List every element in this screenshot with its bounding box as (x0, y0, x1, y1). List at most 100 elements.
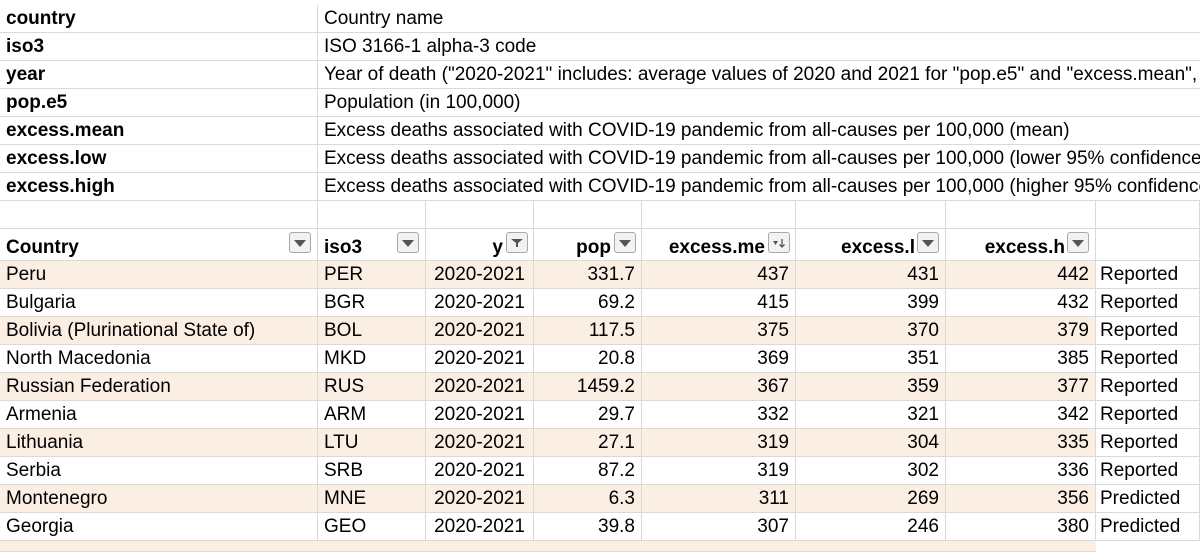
country-cell[interactable]: Montenegro (0, 485, 318, 513)
country-cell[interactable]: Peru (0, 261, 318, 289)
iso3-cell[interactable]: GEO (318, 513, 426, 541)
country-cell[interactable]: Russian Federation (0, 373, 318, 401)
empty-cell[interactable] (318, 201, 426, 229)
excess-high-filter-button[interactable] (1067, 232, 1089, 253)
legend-key-cell[interactable]: excess.mean (0, 117, 318, 145)
status-cell[interactable]: Reported (1096, 289, 1200, 317)
excess-high-cell[interactable]: 385 (946, 345, 1096, 373)
excess-high-cell[interactable]: 342 (946, 401, 1096, 429)
iso3-filter-button[interactable] (397, 232, 419, 253)
excess-low-cell[interactable]: 370 (796, 317, 946, 345)
pop-filter-button[interactable] (614, 232, 636, 253)
country-cell[interactable]: Serbia (0, 457, 318, 485)
excess-mean-cell[interactable]: 319 (642, 429, 796, 457)
header-excess-high[interactable]: excess.h (946, 229, 1096, 261)
pop-cell[interactable]: 27.1 (534, 429, 642, 457)
iso3-cell[interactable]: ARM (318, 401, 426, 429)
iso3-cell[interactable]: BGR (318, 289, 426, 317)
country-cell[interactable]: Bolivia (Plurinational State of) (0, 317, 318, 345)
legend-key-cell[interactable]: excess.low (0, 145, 318, 173)
pop-cell[interactable]: 69.2 (534, 289, 642, 317)
year-cell[interactable]: 2020-2021 (426, 429, 534, 457)
year-cell[interactable]: 2020-2021 (426, 485, 534, 513)
pop-cell[interactable]: 87.2 (534, 457, 642, 485)
country-cell[interactable]: Georgia (0, 513, 318, 541)
excess-low-cell[interactable]: 321 (796, 401, 946, 429)
iso3-cell[interactable]: MNE (318, 485, 426, 513)
country-cell[interactable]: Bulgaria (0, 289, 318, 317)
pop-cell[interactable]: 20.8 (534, 345, 642, 373)
excess-low-cell[interactable]: 269 (796, 485, 946, 513)
iso3-cell[interactable]: PER (318, 261, 426, 289)
excess-high-cell[interactable]: 380 (946, 513, 1096, 541)
excess-low-cell[interactable]: 399 (796, 289, 946, 317)
excess-mean-cell[interactable]: 332 (642, 401, 796, 429)
status-cell[interactable]: Predicted (1096, 513, 1200, 541)
excess-mean-cell[interactable]: 367 (642, 373, 796, 401)
empty-cell[interactable] (534, 201, 642, 229)
iso3-cell[interactable]: LTU (318, 429, 426, 457)
header-excess-low[interactable]: excess.l (796, 229, 946, 261)
legend-key-cell[interactable]: country (0, 5, 318, 33)
pop-cell[interactable]: 331.7 (534, 261, 642, 289)
legend-key-cell[interactable]: year (0, 61, 318, 89)
legend-key-cell[interactable]: iso3 (0, 33, 318, 61)
pop-cell[interactable]: 39.8 (534, 513, 642, 541)
country-cell[interactable]: Lithuania (0, 429, 318, 457)
excess-low-filter-button[interactable] (917, 232, 939, 253)
empty-cell[interactable] (426, 201, 534, 229)
year-cell[interactable]: 2020-2021 (426, 317, 534, 345)
excess-mean-cell[interactable]: 319 (642, 457, 796, 485)
status-cell[interactable]: Reported (1096, 345, 1200, 373)
excess-low-cell[interactable]: 359 (796, 373, 946, 401)
iso3-cell[interactable]: MKD (318, 345, 426, 373)
excess-high-cell[interactable]: 335 (946, 429, 1096, 457)
pop-cell[interactable]: 117.5 (534, 317, 642, 345)
year-cell[interactable]: 2020-2021 (426, 401, 534, 429)
excess-low-cell[interactable]: 304 (796, 429, 946, 457)
excess-mean-cell[interactable]: 307 (642, 513, 796, 541)
header-country[interactable]: Country (0, 229, 318, 261)
iso3-cell[interactable]: BOL (318, 317, 426, 345)
year-cell[interactable]: 2020-2021 (426, 289, 534, 317)
status-cell[interactable]: Reported (1096, 373, 1200, 401)
excess-high-cell[interactable]: 379 (946, 317, 1096, 345)
legend-key-cell[interactable]: pop.e5 (0, 89, 318, 117)
header-excess-mean[interactable]: excess.me (642, 229, 796, 261)
excess-mean-cell[interactable]: 437 (642, 261, 796, 289)
legend-desc-cell[interactable]: Excess deaths associated with COVID-19 p… (318, 145, 1200, 173)
country-cell[interactable]: North Macedonia (0, 345, 318, 373)
empty-cell[interactable] (946, 201, 1096, 229)
excess-low-cell[interactable]: 431 (796, 261, 946, 289)
legend-desc-cell[interactable]: Year of death ("2020-2021" includes: ave… (318, 61, 1200, 89)
year-cell[interactable]: 2020-2021 (426, 261, 534, 289)
year-filter-button[interactable] (506, 232, 528, 253)
excess-mean-cell[interactable]: 375 (642, 317, 796, 345)
legend-key-cell[interactable]: excess.high (0, 173, 318, 201)
excess-high-cell[interactable]: 356 (946, 485, 1096, 513)
empty-cell[interactable] (642, 201, 796, 229)
legend-desc-cell[interactable]: ISO 3166-1 alpha-3 code (318, 33, 1200, 61)
status-cell[interactable]: Predicted (1096, 485, 1200, 513)
excess-mean-sort-button[interactable] (768, 232, 790, 253)
country-filter-button[interactable] (289, 232, 311, 253)
legend-desc-cell[interactable]: Population (in 100,000) (318, 89, 1200, 117)
country-cell[interactable]: Armenia (0, 401, 318, 429)
status-cell[interactable]: Reported (1096, 457, 1200, 485)
status-cell[interactable]: Reported (1096, 317, 1200, 345)
excess-high-cell[interactable]: 442 (946, 261, 1096, 289)
header-year[interactable]: y (426, 229, 534, 261)
excess-high-cell[interactable]: 432 (946, 289, 1096, 317)
pop-cell[interactable]: 1459.2 (534, 373, 642, 401)
year-cell[interactable]: 2020-2021 (426, 457, 534, 485)
iso3-cell[interactable]: RUS (318, 373, 426, 401)
pop-cell[interactable]: 6.3 (534, 485, 642, 513)
excess-mean-cell[interactable]: 369 (642, 345, 796, 373)
excess-mean-cell[interactable]: 311 (642, 485, 796, 513)
year-cell[interactable]: 2020-2021 (426, 373, 534, 401)
header-iso3[interactable]: iso3 (318, 229, 426, 261)
empty-cell[interactable] (1096, 229, 1200, 261)
empty-cell[interactable] (1096, 201, 1200, 229)
status-cell[interactable]: Reported (1096, 401, 1200, 429)
excess-low-cell[interactable]: 302 (796, 457, 946, 485)
